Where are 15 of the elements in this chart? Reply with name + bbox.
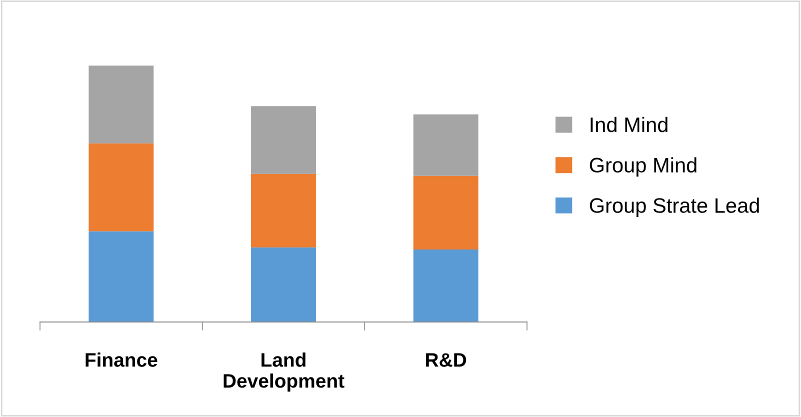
legend-label: Group Mind: [590, 157, 696, 177]
bar: [251, 247, 316, 322]
bar: [88, 66, 154, 144]
legend-label: Group Strate Lead: [590, 198, 759, 218]
x-tick-label: R&D: [426, 353, 466, 367]
bar: [413, 176, 478, 250]
x-tick-label: Land Development: [224, 352, 344, 392]
bar: [413, 114, 478, 176]
x-tick-label: Finance: [86, 352, 158, 367]
bar: [413, 249, 478, 322]
bar: [251, 174, 316, 248]
bar: [251, 106, 316, 174]
bar: [88, 231, 154, 322]
bar: [88, 143, 154, 232]
legend-label: Ind Mind: [590, 116, 668, 132]
